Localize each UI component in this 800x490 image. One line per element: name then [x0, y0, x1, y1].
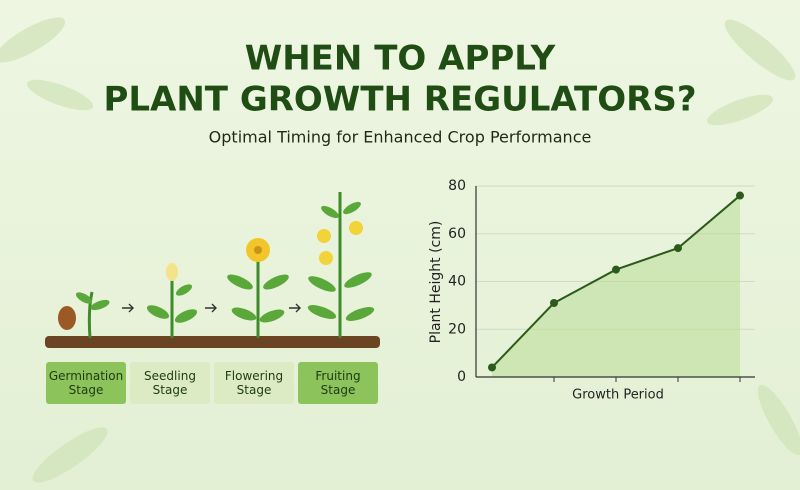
point — [674, 244, 682, 253]
soil — [45, 336, 380, 348]
leaf-decor — [0, 17, 800, 483]
y-tick-label: 0 — [457, 369, 466, 385]
y-tick-label: 20 — [448, 321, 466, 337]
stage-label: Germination Stage — [46, 362, 126, 404]
stage-label: Fruiting Stage — [298, 362, 378, 404]
point — [612, 265, 620, 274]
y-tick-label: 40 — [448, 274, 466, 290]
area — [492, 195, 740, 377]
y-axis-label: Plant Height (cm) — [428, 221, 444, 344]
x-axis-label: Growth Period — [572, 388, 664, 403]
title-line: PLANT GROWTH REGULATORS? — [103, 80, 696, 120]
y-tick-label: 60 — [448, 226, 466, 242]
arrows — [122, 303, 301, 313]
stage-label: Flowering Stage — [214, 362, 294, 404]
title-line: WHEN TO APPLY — [245, 39, 556, 79]
stage-label: Seedling Stage — [130, 362, 210, 404]
point — [736, 191, 744, 200]
y-tick-label: 80 — [448, 178, 466, 194]
point — [488, 363, 496, 372]
subtitle: Optimal Timing for Enhanced Crop Perform… — [209, 128, 592, 147]
point — [550, 298, 558, 307]
plant-illustrations — [58, 192, 375, 339]
